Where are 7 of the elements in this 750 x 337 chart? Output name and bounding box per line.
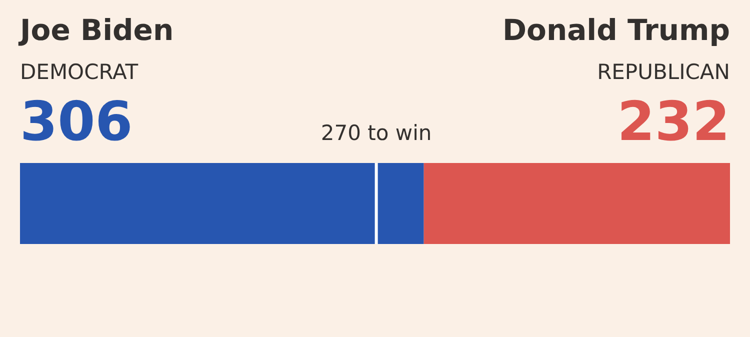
text: Donald Trump (502, 13, 730, 47)
ref-line-label: 270 to win (320, 121, 432, 145)
text: Joe Biden (18, 13, 174, 47)
text: DEMOCRAT (20, 60, 138, 84)
data-label: 306 (20, 90, 133, 153)
text: REPUBLICAN (597, 60, 730, 84)
data-label: 232 (617, 90, 730, 153)
